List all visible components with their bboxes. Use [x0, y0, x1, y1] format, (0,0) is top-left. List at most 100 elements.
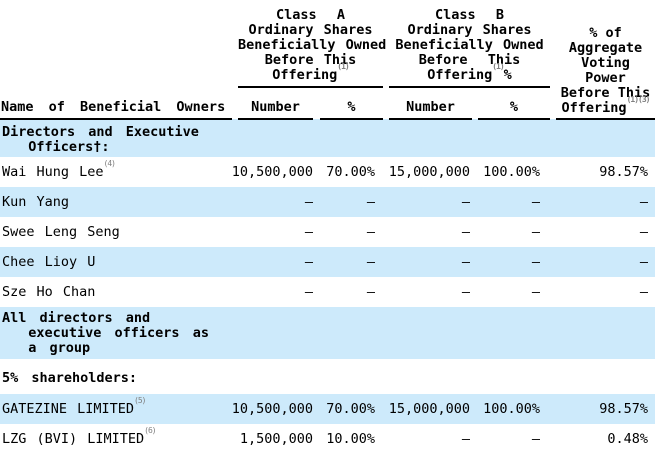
voting-power-cell: 98.57% — [556, 157, 655, 187]
name-column-header: Name of Beneficial Owners — [0, 87, 232, 120]
spacer — [313, 217, 320, 247]
class-b-number-value: — — [461, 194, 470, 210]
owner-name: LZG (BVI) LIMITED(6) — [0, 424, 232, 460]
class-b-number-value: — — [461, 224, 470, 240]
class-b-percent-header: % — [478, 87, 550, 120]
class-b-percent-cell: 100.00% — [478, 157, 550, 187]
table-row-wai-hung-lee: Wai Hung Lee(4) 10,500,000 70.00% 15,000… — [0, 157, 655, 187]
class-a-number-value: 10,500,000 — [231, 164, 313, 180]
spacer — [313, 157, 320, 187]
class-b-header-title: Class B Ordinary Shares Beneficially Own… — [395, 7, 544, 83]
class-b-percent-value: — — [531, 254, 540, 270]
class-b-percent-value: — — [531, 224, 540, 240]
class-b-number-cell: 15,000,000 — [389, 157, 472, 187]
class-b-percent-value: 100.00% — [483, 401, 540, 417]
empty-cells — [232, 307, 655, 359]
section-label: 5% shareholders: — [0, 359, 232, 394]
class-b-number-value: — — [461, 431, 470, 447]
class-a-number-value: — — [304, 224, 313, 240]
class-b-number-value: 15,000,000 — [388, 401, 470, 417]
class-b-percent-cell: — — [478, 277, 550, 307]
class-a-number-value: — — [304, 254, 313, 270]
voting-power-cell: 0.48% — [556, 424, 655, 460]
section-label-text: Directors and Executive Officers†: — [2, 124, 199, 155]
class-b-number-value: — — [461, 254, 470, 270]
class-a-number-cell: — — [238, 217, 313, 247]
class-a-number-header: Number — [238, 87, 313, 120]
class-a-number-value: 10,500,000 — [231, 401, 313, 417]
class-a-number-value: — — [304, 284, 313, 300]
table-row-sze-ho-chan: Sze Ho Chan — — — — — — [0, 277, 655, 307]
class-b-percent-cell: — — [478, 217, 550, 247]
class-a-percent-cell: — — [320, 187, 383, 217]
empty-cells — [232, 119, 655, 157]
class-a-percent-value: 70.00% — [326, 401, 375, 417]
class-b-number-value: 15,000,000 — [388, 164, 470, 180]
owner-name-text: Kun Yang — [2, 194, 70, 210]
class-a-number-cell: — — [238, 187, 313, 217]
owner-name: Sze Ho Chan — [0, 277, 232, 307]
class-b-header-suffix: % — [503, 67, 512, 83]
name-column-header-label: Name of Beneficial Owners — [1, 99, 226, 115]
header-spacer — [550, 87, 556, 119]
class-b-percent-value: 100.00% — [483, 164, 540, 180]
spacer — [313, 424, 320, 460]
class-a-percent-value: — — [366, 284, 375, 300]
class-a-percent-cell: 10.00% — [320, 424, 383, 460]
table-row-gatezine-limited: GATEZINE LIMITED(5) 10,500,000 70.00% 15… — [0, 394, 655, 424]
section-label: All directors and executive officers as … — [0, 307, 232, 359]
voting-power-value: — — [639, 194, 648, 210]
class-a-percent-value: — — [366, 224, 375, 240]
header-spacer — [0, 0, 232, 87]
table-row-lzg-bvi-limited: LZG (BVI) LIMITED(6) 1,500,000 10.00% — … — [0, 424, 655, 460]
class-a-number-value: 1,500,000 — [239, 431, 313, 447]
class-a-number-cell: — — [238, 247, 313, 277]
owner-name-text: Sze Ho Chan — [2, 284, 96, 300]
voting-power-value: — — [639, 254, 648, 270]
table-row-chee-lioy-u: Chee Lioy U — — — — — — [0, 247, 655, 277]
class-b-number-cell: — — [389, 217, 472, 247]
class-b-percent-value: — — [531, 194, 540, 210]
class-a-header-title: Class A Ordinary Shares Beneficially Own… — [238, 7, 387, 83]
class-b-number-header: Number — [389, 87, 472, 120]
footnote-ref-5: (5) — [134, 395, 146, 405]
class-b-percent-value: — — [531, 284, 540, 300]
voting-power-value: — — [639, 284, 648, 300]
class-b-number-cell: 15,000,000 — [389, 394, 472, 424]
sub-header-row: Name of Beneficial Owners Number % Numbe… — [0, 87, 655, 120]
footnote-ref-4: (4) — [103, 158, 116, 168]
voting-power-header-title: % of Aggregate Voting Power Before This … — [560, 25, 651, 116]
footnote-ref-1-3: (1)(3) — [626, 94, 651, 104]
class-b-percent-cell: — — [478, 187, 550, 217]
class-a-percent-value: — — [366, 194, 375, 210]
class-b-number-cell: — — [389, 277, 472, 307]
class-b-percent-cell: — — [478, 424, 550, 460]
class-b-percent-value: — — [531, 431, 540, 447]
voting-power-cell: — — [556, 247, 655, 277]
class-a-percent-cell: — — [320, 277, 383, 307]
class-a-number-cell: 10,500,000 — [232, 394, 313, 424]
empty-cells — [232, 359, 655, 394]
class-b-number-cell: — — [389, 187, 472, 217]
class-b-number-cell: — — [389, 424, 472, 460]
owner-name: GATEZINE LIMITED(5) — [0, 394, 232, 424]
class-a-group-header: Class A Ordinary Shares Beneficially Own… — [238, 0, 387, 88]
class-a-number-cell: 10,500,000 — [232, 157, 313, 187]
owner-name-text: Wai Hung Lee — [2, 164, 104, 180]
spacer — [313, 187, 320, 217]
owner-name-text: LZG (BVI) LIMITED — [2, 431, 145, 447]
class-a-number-cell: — — [238, 277, 313, 307]
header-spacer — [313, 87, 320, 119]
footnote-ref-1: (1) — [337, 61, 349, 71]
class-a-number-cell: 1,500,000 — [238, 424, 313, 460]
class-b-group-header: Class B Ordinary Shares Beneficially Own… — [389, 0, 550, 88]
class-a-percent-cell: 70.00% — [320, 394, 383, 424]
class-a-percent-cell: — — [320, 217, 383, 247]
class-a-percent-header: % — [320, 87, 383, 120]
voting-power-header: % of Aggregate Voting Power Before This … — [556, 0, 655, 120]
footnote-ref-6: (6) — [144, 425, 156, 435]
voting-power-cell: 98.57% — [556, 394, 655, 424]
class-a-percent-value: 10.00% — [326, 431, 375, 447]
voting-power-value: — — [639, 224, 648, 240]
